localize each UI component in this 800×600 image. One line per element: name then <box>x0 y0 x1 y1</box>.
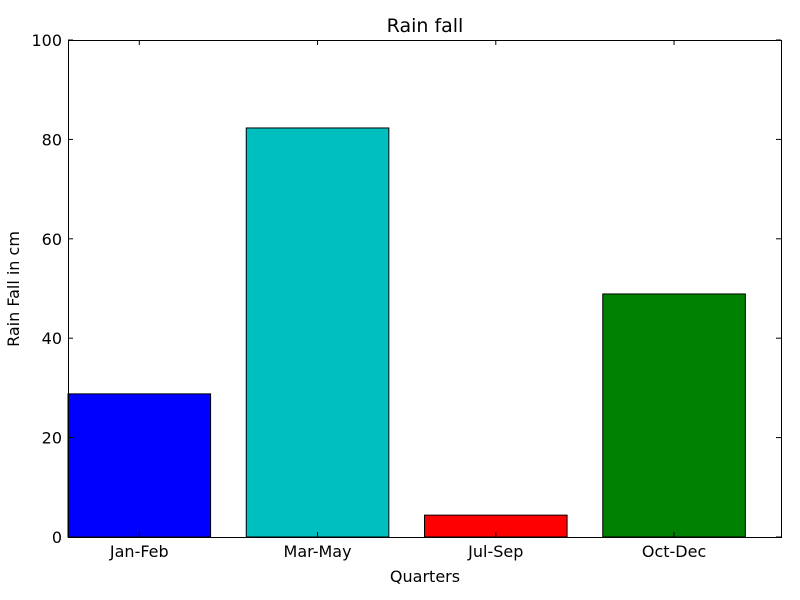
y-tick-label: 60 <box>42 230 62 249</box>
x-tick-label: Jan-Feb <box>109 542 169 561</box>
y-tick-label: 20 <box>42 429 62 448</box>
bars-group <box>67 127 746 538</box>
plot-area-frame <box>68 40 782 538</box>
bar-jan-feb <box>67 393 212 538</box>
x-tick-label: Jul-Sep <box>467 542 523 561</box>
y-tick-label: 0 <box>52 528 62 547</box>
bar-mar-may <box>245 127 390 538</box>
x-tick-label: Mar-May <box>284 542 352 561</box>
chart-title: Rain fall <box>387 15 464 37</box>
y-tick-label: 40 <box>42 329 62 348</box>
y-tick-label: 80 <box>42 130 62 149</box>
x-tick-label: Oct-Dec <box>642 542 706 561</box>
y-axis-label: Rain Fall in cm <box>4 231 23 347</box>
ticks-group: Jan-Feb Mar-May Jul-Sep Oct-Dec 0 20 40 60 80 100 <box>31 31 781 561</box>
y-tick-label: 100 <box>31 31 62 50</box>
bar-oct-dec <box>602 293 746 538</box>
x-axis-label: Quarters <box>390 567 460 586</box>
